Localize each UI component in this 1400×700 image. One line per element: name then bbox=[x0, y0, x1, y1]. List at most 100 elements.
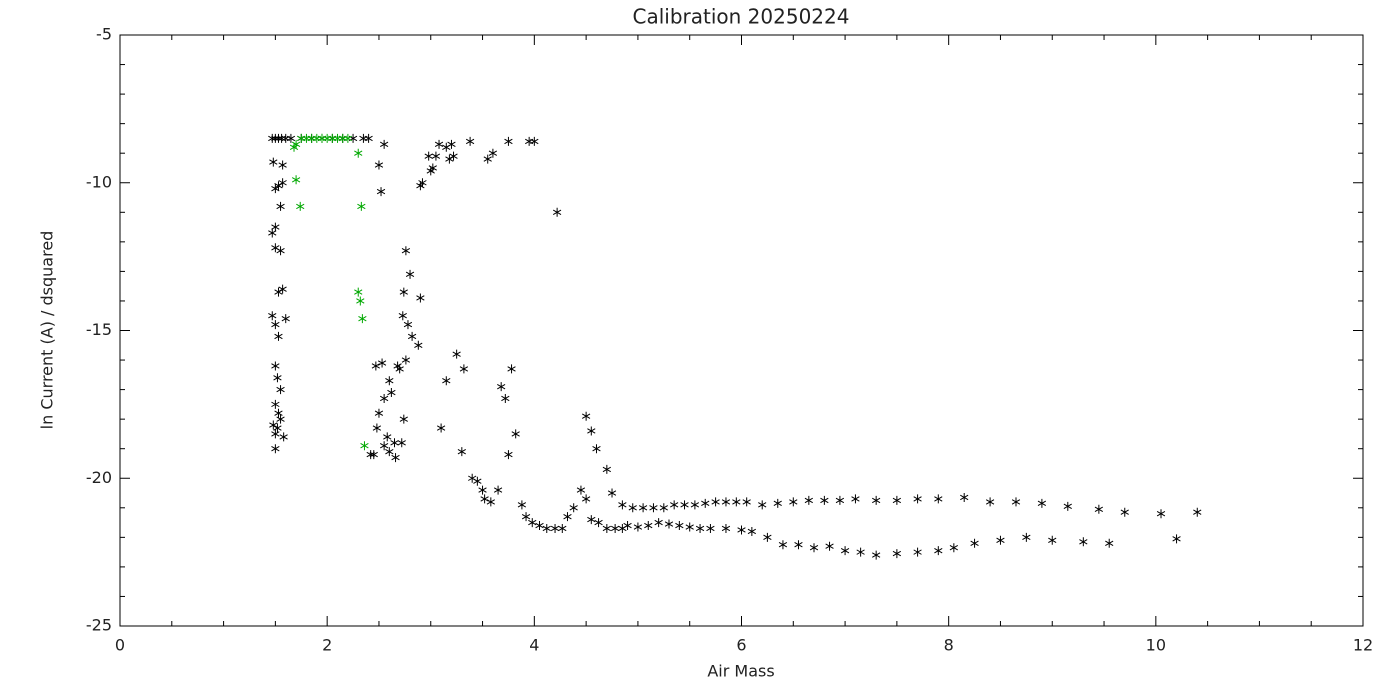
y-axis-label: ln Current (A) / dsquared bbox=[38, 231, 57, 430]
data-point bbox=[680, 500, 689, 510]
data-point bbox=[809, 543, 819, 553]
data-point bbox=[675, 521, 684, 531]
data-point bbox=[465, 136, 475, 146]
data-point bbox=[291, 175, 301, 185]
x-tick-label: 0 bbox=[115, 636, 125, 655]
data-point bbox=[602, 464, 611, 474]
data-point bbox=[276, 246, 285, 256]
data-point bbox=[426, 166, 435, 176]
data-point bbox=[480, 494, 489, 504]
data-point bbox=[497, 382, 506, 392]
x-tick-label: 10 bbox=[1146, 636, 1166, 655]
data-point bbox=[371, 361, 380, 371]
data-point bbox=[504, 450, 513, 460]
data-point bbox=[872, 495, 881, 505]
data-point bbox=[569, 503, 578, 513]
data-point bbox=[872, 550, 881, 560]
data-point bbox=[892, 549, 902, 559]
data-point bbox=[721, 523, 731, 533]
data-point bbox=[405, 269, 415, 279]
data-point bbox=[323, 133, 332, 143]
data-point bbox=[278, 160, 287, 170]
data-point bbox=[268, 311, 277, 321]
data-point bbox=[737, 525, 746, 535]
data-point bbox=[892, 495, 902, 505]
data-point bbox=[277, 133, 286, 143]
data-point bbox=[558, 523, 567, 533]
data-point bbox=[274, 408, 283, 418]
data-point bbox=[804, 495, 813, 505]
data-point bbox=[416, 181, 425, 191]
data-point bbox=[610, 523, 620, 533]
data-point bbox=[488, 148, 498, 158]
x-tick-label: 6 bbox=[736, 636, 746, 655]
data-point bbox=[442, 142, 451, 152]
data-point bbox=[360, 441, 369, 451]
x-tick-label: 8 bbox=[944, 636, 954, 655]
data-point bbox=[794, 540, 803, 550]
data-point bbox=[913, 547, 922, 557]
data-point bbox=[416, 293, 425, 303]
data-point bbox=[1105, 538, 1114, 548]
data-point bbox=[279, 432, 288, 442]
data-point bbox=[587, 426, 596, 436]
data-point bbox=[274, 287, 283, 297]
data-point bbox=[452, 349, 461, 359]
data-point bbox=[856, 547, 865, 557]
data-point bbox=[302, 133, 311, 143]
data-point bbox=[414, 340, 423, 350]
data-point bbox=[278, 178, 287, 188]
data-point bbox=[732, 497, 741, 507]
data-point bbox=[721, 497, 731, 507]
data-point bbox=[271, 429, 280, 439]
y-tick-label: -20 bbox=[86, 468, 112, 487]
data-point bbox=[374, 160, 384, 170]
data-point bbox=[1156, 509, 1166, 519]
data-point bbox=[442, 376, 451, 386]
data-point bbox=[552, 207, 562, 217]
data-point bbox=[377, 358, 387, 368]
data-point bbox=[387, 388, 396, 398]
data-point bbox=[343, 133, 353, 143]
data-point bbox=[273, 423, 282, 433]
data-point bbox=[664, 519, 674, 529]
data-point bbox=[359, 133, 368, 143]
data-point bbox=[407, 331, 417, 341]
chart-title: Calibration 20250224 bbox=[633, 5, 850, 29]
data-point bbox=[445, 154, 454, 164]
x-tick-label: 2 bbox=[322, 636, 332, 655]
data-point bbox=[271, 361, 280, 371]
y-tick-label: -10 bbox=[86, 172, 112, 191]
data-point bbox=[271, 243, 280, 253]
data-point bbox=[758, 500, 767, 510]
data-point bbox=[517, 500, 527, 510]
data-point bbox=[436, 423, 446, 433]
data-point bbox=[431, 151, 441, 161]
data-point bbox=[763, 532, 772, 542]
data-point bbox=[1193, 507, 1202, 517]
data-point bbox=[401, 355, 411, 365]
data-point bbox=[338, 133, 347, 143]
data-point bbox=[1022, 532, 1031, 542]
data-point bbox=[592, 444, 601, 454]
data-point bbox=[521, 512, 531, 522]
data-point bbox=[297, 133, 306, 143]
data-point bbox=[385, 376, 394, 386]
data-point bbox=[393, 361, 402, 371]
data-point bbox=[286, 133, 296, 143]
data-point bbox=[428, 163, 437, 173]
data-point bbox=[773, 498, 782, 508]
data-point bbox=[271, 184, 280, 194]
x-axis-label: Air Mass bbox=[707, 662, 774, 681]
data-point bbox=[383, 432, 392, 442]
data-point bbox=[535, 521, 544, 531]
data-point bbox=[424, 151, 433, 161]
data-point bbox=[690, 500, 700, 510]
data-point bbox=[268, 133, 277, 143]
data-point bbox=[525, 136, 534, 146]
data-point bbox=[649, 503, 658, 513]
data-point bbox=[468, 473, 477, 483]
data-point bbox=[913, 494, 922, 504]
data-point bbox=[401, 246, 411, 256]
data-point bbox=[654, 518, 663, 528]
